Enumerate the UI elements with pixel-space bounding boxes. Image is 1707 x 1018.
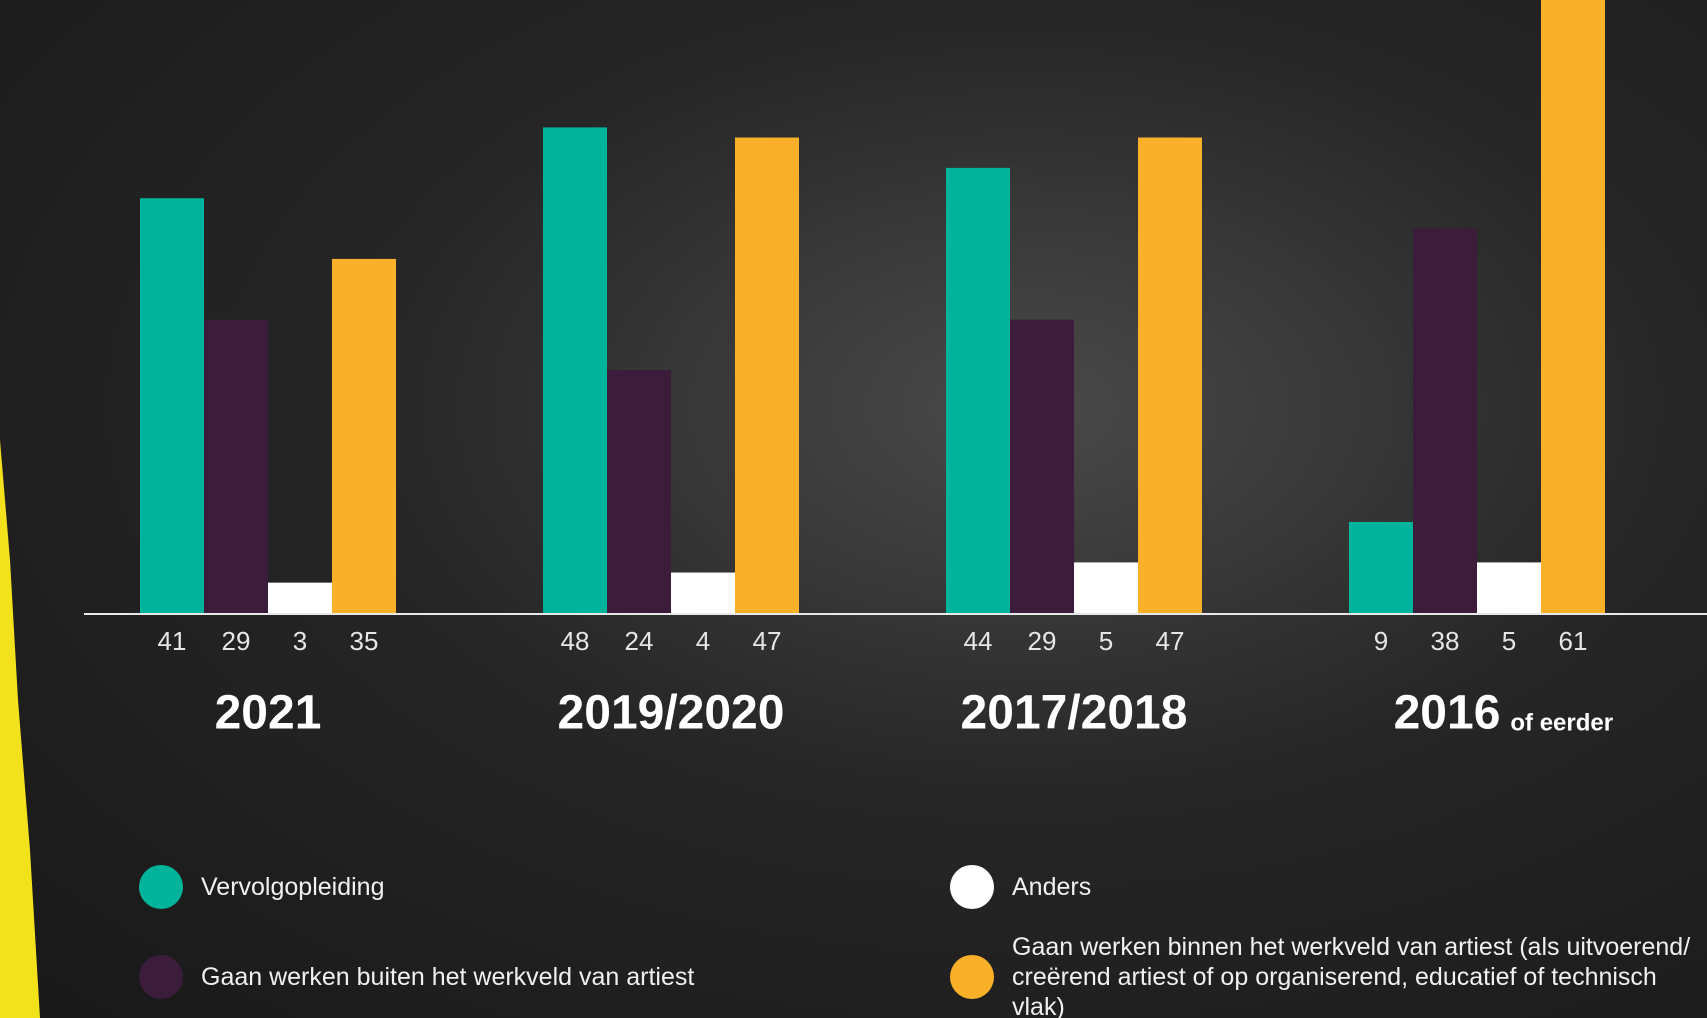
bar xyxy=(1541,0,1605,613)
bar xyxy=(268,582,332,613)
value-label: 4 xyxy=(696,626,710,656)
category-label: 2017/2018 xyxy=(961,687,1188,740)
value-label: 35 xyxy=(350,626,379,656)
bar xyxy=(1349,521,1413,613)
legend-swatch xyxy=(950,865,994,909)
legend-label: Anders xyxy=(1012,873,1092,901)
bar xyxy=(1138,137,1202,613)
value-label: 9 xyxy=(1374,626,1388,656)
bar xyxy=(946,167,1010,613)
legend-swatch xyxy=(139,865,183,909)
bar xyxy=(735,137,799,613)
category-note: of eerder xyxy=(1510,709,1613,736)
legend-swatch xyxy=(950,955,994,999)
value-label: 47 xyxy=(1156,626,1185,656)
category-label: 2021 xyxy=(215,687,322,740)
value-label: 24 xyxy=(625,626,654,656)
bar xyxy=(140,198,204,613)
value-label: 48 xyxy=(561,626,590,656)
bar xyxy=(543,127,607,614)
value-label: 5 xyxy=(1099,626,1113,656)
legend-label: Gaan werken buiten het werkveld van arti… xyxy=(201,963,695,991)
value-label: 3 xyxy=(293,626,307,656)
bar xyxy=(204,319,268,613)
bar xyxy=(1074,562,1138,613)
value-label: 44 xyxy=(964,626,993,656)
value-label: 38 xyxy=(1431,626,1460,656)
bar xyxy=(1477,562,1541,613)
category-label: 2016 xyxy=(1394,687,1501,740)
bar xyxy=(607,370,671,613)
value-label: 47 xyxy=(753,626,782,656)
value-label: 41 xyxy=(158,626,187,656)
legend-label: Vervolgopleiding xyxy=(201,873,385,901)
category-label: 2019/2020 xyxy=(558,687,785,740)
value-label: 29 xyxy=(1028,626,1057,656)
value-label: 61 xyxy=(1559,626,1588,656)
yellow-edge xyxy=(0,440,40,1018)
value-label: 29 xyxy=(222,626,251,656)
bar xyxy=(671,572,735,613)
value-label: 5 xyxy=(1502,626,1516,656)
bar xyxy=(1413,228,1477,614)
bar xyxy=(1010,319,1074,613)
bar xyxy=(332,258,396,613)
legend-swatch xyxy=(139,955,183,999)
legend-label: Gaan werken binnen het werkveld van arti… xyxy=(1012,933,1691,1018)
